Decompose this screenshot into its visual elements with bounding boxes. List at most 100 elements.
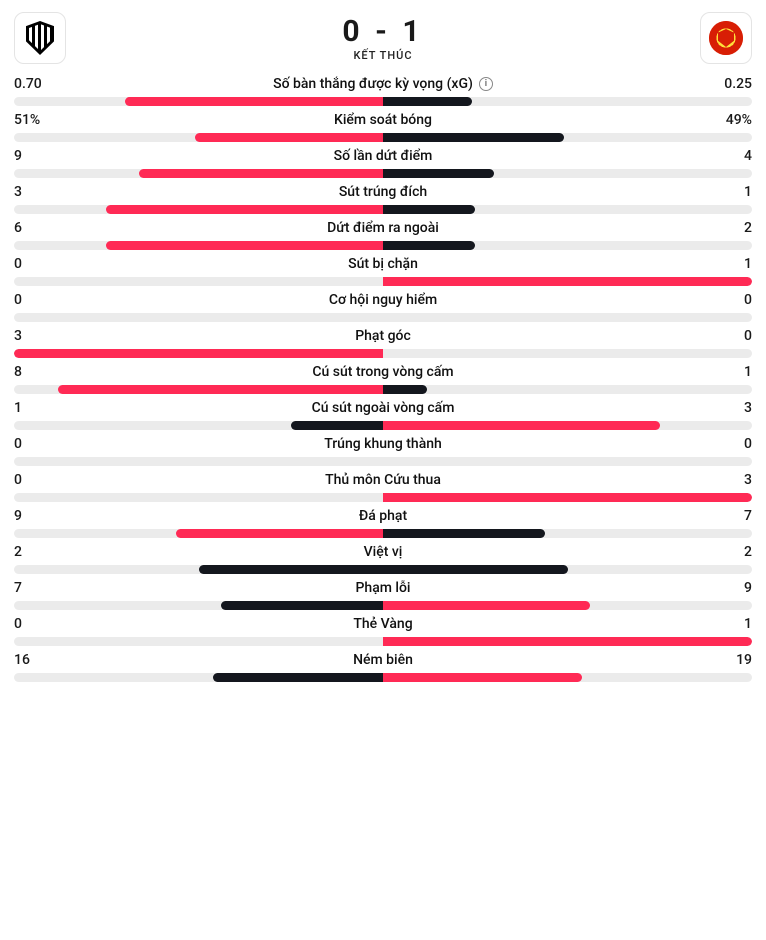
stat-bar [14, 637, 752, 646]
stat-bar-home-fill [195, 133, 383, 142]
score-text: 0 - 1 [66, 14, 700, 49]
stat-bar [14, 601, 752, 610]
stat-bar [14, 457, 752, 466]
stat-label-text: Số bàn thắng được kỳ vọng (xG) [273, 76, 473, 92]
match-status: KẾT THÚC [66, 49, 700, 62]
stat-label-text: Cơ hội nguy hiểm [329, 292, 437, 308]
home-team-badge[interactable] [14, 12, 66, 64]
stat-label: Thẻ Vàng [56, 616, 710, 632]
stat-away-value: 1 [710, 256, 752, 272]
stat-bar [14, 493, 752, 502]
stat-bar-home-fill [221, 601, 383, 610]
stat-bar-home-fill [139, 169, 383, 178]
stat-label: Trúng khung thành [56, 436, 710, 452]
stat-home-value: 0 [14, 256, 56, 272]
stat-head: 1Cú sút ngoài vòng cấm3 [14, 400, 752, 416]
stat-row: 0Sút bị chặn1 [6, 254, 760, 286]
stat-label: Phạm lỗi [56, 580, 710, 596]
info-icon[interactable]: i [479, 77, 493, 91]
stat-home-value: 2 [14, 544, 56, 560]
stats-list: 0.70 Số bàn thắng được kỳ vọng (xG) i 0.25 5… [6, 74, 760, 682]
stat-label: Số lần dứt điểm [56, 148, 710, 164]
stat-bar [14, 313, 752, 322]
stat-home-value: 16 [14, 652, 56, 668]
stat-away-value: 2 [710, 544, 752, 560]
stat-bar [14, 529, 752, 538]
stat-bar-away-fill [383, 493, 752, 502]
stat-bar-home-fill [213, 673, 383, 682]
away-team-badge[interactable] [700, 12, 752, 64]
stat-head: 6Dứt điểm ra ngoài2 [14, 220, 752, 236]
stat-label: Dứt điểm ra ngoài [56, 220, 710, 236]
stat-away-value: 9 [710, 580, 752, 596]
stat-row: 8 Cú sút trong vòng cấm 1 [6, 362, 760, 394]
stat-row: 3 Sút trúng đích 1 [6, 182, 760, 214]
stat-bar-home-fill [14, 349, 383, 358]
stat-head: 16Ném biên19 [14, 652, 752, 668]
stat-bar [14, 565, 752, 574]
stat-row: 0.70 Số bàn thắng được kỳ vọng (xG) i 0.25 [6, 74, 760, 106]
stat-bar-away-fill [383, 277, 752, 286]
stat-away-value: 1 [710, 616, 752, 632]
stat-bar-away-fill [383, 601, 590, 610]
stat-label: Cú sút trong vòng cấm [56, 364, 710, 380]
stat-home-value: 8 [14, 364, 56, 380]
stat-bar-away-fill [383, 205, 475, 214]
stat-home-value: 0 [14, 436, 56, 452]
stat-label-text: Dứt điểm ra ngoài [327, 220, 439, 236]
stat-label-text: Cú sút trong vòng cấm [312, 364, 453, 380]
stat-bar-away-fill [383, 133, 564, 142]
stat-head: 3Phạt góc0 [14, 328, 752, 344]
stat-away-value: 1 [710, 364, 752, 380]
stat-row: 9Số lần dứt điểm4 [6, 146, 760, 178]
stat-label: Ném biên [56, 652, 710, 668]
stat-row: 16Ném biên19 [6, 650, 760, 682]
stat-head: 2Việt vị2 [14, 544, 752, 560]
stat-head: 9Số lần dứt điểm4 [14, 148, 752, 164]
stat-bar-away-fill [383, 421, 660, 430]
stat-bar-home-fill [199, 565, 384, 574]
stat-home-value: 0.70 [14, 76, 56, 92]
stat-label-text: Sút trúng đích [339, 184, 427, 200]
stat-label-text: Số lần dứt điểm [334, 148, 433, 164]
stat-label-text: Ném biên [353, 652, 413, 668]
stat-away-value: 0.25 [710, 76, 752, 92]
stat-label-text: Đá phạt [359, 508, 407, 524]
stat-head: 0Sút bị chặn1 [14, 256, 752, 272]
stat-head: 51%Kiểm soát bóng49% [14, 112, 752, 128]
stat-bar-home-fill [125, 97, 383, 106]
stat-row: 6Dứt điểm ra ngoài2 [6, 218, 760, 250]
stat-home-value: 9 [14, 148, 56, 164]
stat-home-value: 9 [14, 508, 56, 524]
stat-head: 0Thủ môn Cứu thua3 [14, 472, 752, 488]
stat-row: 51%Kiểm soát bóng49% [6, 110, 760, 142]
man-utd-crest-icon [709, 21, 743, 55]
stat-row: 0Cơ hội nguy hiểm0 [6, 290, 760, 322]
stat-bar [14, 421, 752, 430]
stat-head: 0Cơ hội nguy hiểm0 [14, 292, 752, 308]
stat-bar [14, 385, 752, 394]
stat-label-text: Cú sút ngoài vòng cấm [312, 400, 455, 416]
stat-away-value: 3 [710, 400, 752, 416]
stat-bar-home-fill [176, 529, 383, 538]
stat-label: Sút trúng đích [56, 184, 710, 200]
stat-away-value: 1 [710, 184, 752, 200]
stat-bar-away-fill [383, 529, 545, 538]
stat-label: Việt vị [56, 544, 710, 560]
stat-bar-away-fill [383, 169, 494, 178]
stat-bar [14, 349, 752, 358]
stat-bar-home-fill [291, 421, 383, 430]
stat-home-value: 3 [14, 184, 56, 200]
stat-label: Sút bị chặn [56, 256, 710, 272]
stat-head: 8 Cú sút trong vòng cấm 1 [14, 364, 752, 380]
stat-home-value: 6 [14, 220, 56, 236]
stat-row: 2Việt vị2 [6, 542, 760, 574]
score-block: 0 - 1 KẾT THÚC [66, 14, 700, 62]
stat-label-text: Thẻ Vàng [353, 616, 412, 632]
stat-row: 0Trúng khung thành0 [6, 434, 760, 466]
match-header: 0 - 1 KẾT THÚC [6, 8, 760, 74]
stat-bar [14, 277, 752, 286]
stat-label: Số bàn thắng được kỳ vọng (xG) i [56, 76, 710, 92]
stat-away-value: 0 [710, 328, 752, 344]
stat-home-value: 7 [14, 580, 56, 596]
